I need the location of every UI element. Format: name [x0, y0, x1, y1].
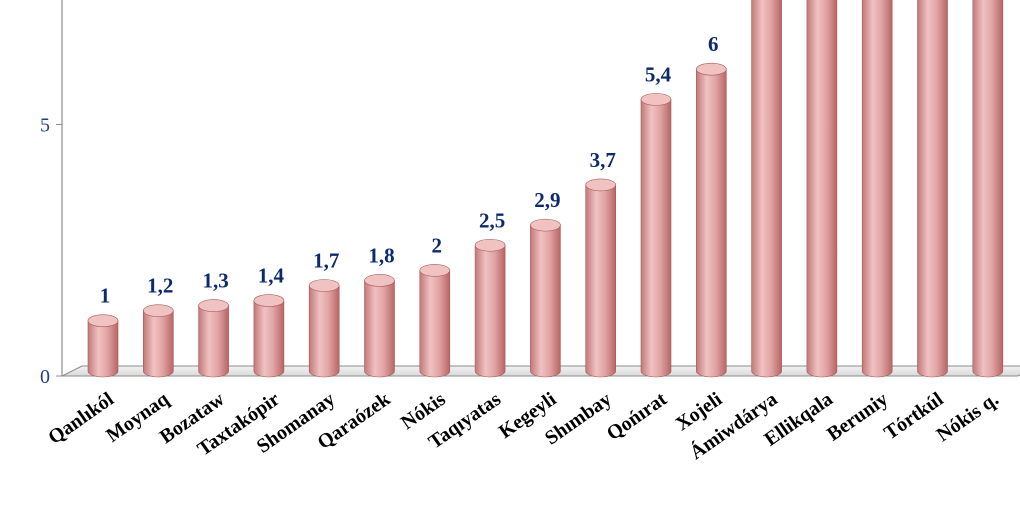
bar-body: [474, 244, 506, 378]
bar-body: [530, 224, 561, 378]
data-label: 1,3: [202, 269, 228, 293]
data-label: 1,8: [368, 243, 394, 267]
bar: [695, 62, 727, 378]
y-tick-label: 5: [40, 115, 50, 137]
bar: [198, 299, 229, 378]
bar: [751, 0, 782, 378]
bar: [861, 0, 893, 378]
bar-body: [198, 305, 229, 378]
bar-top: [87, 314, 119, 328]
bar: [972, 0, 1004, 378]
bar-top: [419, 264, 451, 277]
bar-top: [530, 218, 561, 232]
data-label: 1: [100, 284, 111, 308]
bar: [806, 0, 838, 378]
data-label: 1,7: [313, 248, 339, 272]
bar: [364, 274, 395, 378]
x-category-label: Qońırat: [603, 388, 671, 445]
data-labels: 11,21,31,41,71,822,52,93,75,468,49,29,81…: [100, 32, 719, 308]
bar-body: [640, 99, 672, 378]
bar-top: [253, 294, 285, 307]
bar: [419, 264, 451, 378]
bar: [308, 279, 340, 378]
x-category-label: Beruniy: [823, 388, 892, 446]
bar-body: [917, 0, 948, 378]
y-tick-label: 0: [40, 366, 50, 388]
bar: [640, 93, 672, 378]
bar-body: [308, 285, 340, 378]
bar-body: [419, 270, 451, 378]
bars: [87, 0, 1004, 378]
bar: [253, 294, 285, 378]
bar-body: [585, 184, 616, 378]
bar-top: [143, 304, 174, 317]
data-label: 3,7: [590, 148, 616, 172]
bar-body: [364, 280, 395, 378]
bar-body: [972, 0, 1004, 378]
data-label: 6: [708, 32, 719, 56]
bar-body: [806, 0, 838, 378]
bar: [917, 0, 948, 378]
data-label: 2,9: [534, 188, 560, 212]
bar-top: [198, 299, 229, 312]
bar-top: [364, 274, 395, 287]
bar-top: [585, 178, 617, 192]
bar-body: [253, 300, 285, 378]
bar: [143, 304, 174, 378]
bar-body: [861, 0, 893, 378]
x-category-label: Qanlıkól: [44, 388, 118, 449]
data-label: 5,4: [645, 62, 672, 86]
data-label: 2,5: [479, 208, 505, 232]
data-label: 1,2: [147, 274, 173, 298]
bar: [87, 314, 119, 378]
bar-top: [695, 62, 727, 76]
bar-body: [696, 68, 727, 378]
bar-body: [87, 320, 119, 378]
bar-top: [308, 279, 340, 292]
bar: [585, 178, 617, 378]
x-axis-categories: QanlıkólMoynaqBozatawTaxtakópirShomanayQ…: [44, 387, 1002, 464]
bar-top: [474, 238, 506, 252]
bar-body: [143, 310, 174, 378]
x-category-label: Nókis q.: [933, 388, 1003, 446]
bar-top: [640, 93, 672, 106]
data-label: 2: [432, 233, 443, 257]
bar-body: [751, 0, 782, 378]
bar: [474, 238, 506, 378]
data-label: 1,4: [258, 264, 285, 288]
bar: [530, 218, 561, 378]
